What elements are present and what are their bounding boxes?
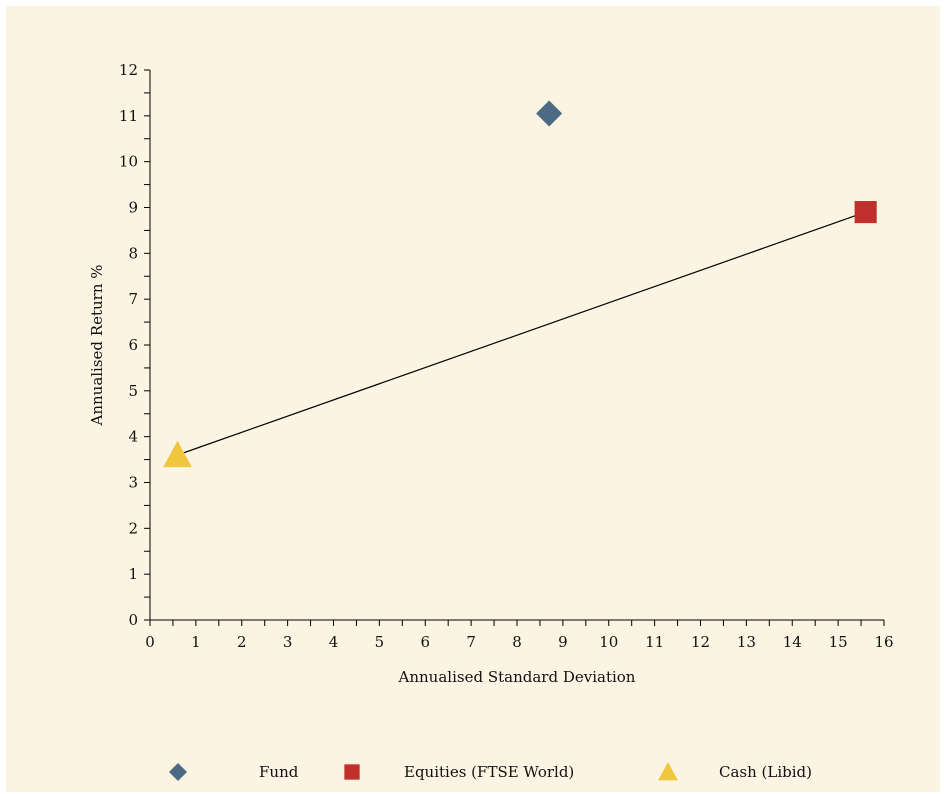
y-tick-label: 0 [128, 611, 138, 629]
y-tick-label: 7 [128, 290, 138, 308]
x-tick-label: 0 [145, 633, 155, 651]
y-tick-label: 10 [119, 153, 138, 171]
data-point-square [854, 201, 877, 224]
x-tick-label: 13 [737, 633, 756, 651]
y-tick-label: 1 [128, 565, 138, 583]
legend-marker-diamond [169, 763, 187, 781]
legend-label: Equities (FTSE World) [404, 763, 574, 781]
x-tick-label: 2 [237, 633, 247, 651]
x-tick-label: 6 [420, 633, 430, 651]
data-point-diamond [536, 100, 563, 127]
x-tick-label: 9 [558, 633, 568, 651]
x-axis-title: Annualised Standard Deviation [398, 668, 636, 686]
x-tick-label: 7 [466, 633, 476, 651]
y-tick-label: 3 [128, 474, 138, 492]
legend-marker-square [344, 764, 360, 780]
x-tick-label: 4 [329, 633, 339, 651]
y-tick-label: 8 [128, 244, 138, 262]
y-tick-label: 6 [128, 336, 138, 354]
x-tick-label: 14 [783, 633, 802, 651]
y-axis-title: Annualised Return % [88, 264, 106, 426]
x-tick-label: 12 [691, 633, 710, 651]
legend-label: Cash (Libid) [719, 763, 812, 781]
x-tick-label: 16 [874, 633, 893, 651]
x-tick-label: 5 [375, 633, 385, 651]
y-tick-label: 4 [128, 428, 138, 446]
risk-return-line [177, 211, 866, 456]
x-tick-label: 11 [645, 633, 664, 651]
chart-panel [6, 6, 940, 792]
x-tick-label: 8 [512, 633, 522, 651]
y-tick-label: 2 [128, 519, 138, 537]
chart-legend: Fund Equities (FTSE World) Cash (Libid) [169, 762, 812, 781]
x-tick-label: 3 [283, 633, 293, 651]
x-tick-label: 1 [191, 633, 201, 651]
y-tick-label: 9 [128, 199, 138, 217]
y-tick-label: 12 [119, 61, 138, 79]
y-tick-label: 5 [128, 382, 138, 400]
data-point-triangle [163, 440, 192, 468]
legend-marker-triangle [658, 762, 678, 781]
chart-marks [163, 100, 877, 468]
chart-axes: 0 1 2 3 4 5 6 7 8 9 10 11 12 13 14 15 160123456789101112… [88, 61, 894, 686]
x-tick-label: 15 [829, 633, 848, 651]
y-tick-label: 11 [119, 107, 138, 125]
x-tick-label: 10 [599, 633, 618, 651]
legend-label: Fund [259, 763, 299, 781]
